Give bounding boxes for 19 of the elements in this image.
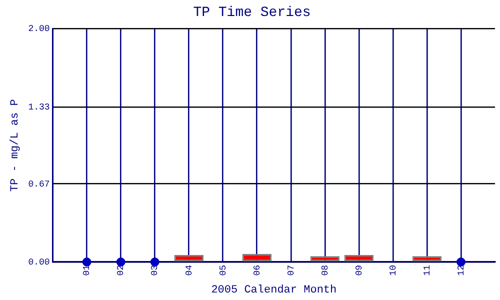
x-axis-title: 2005 Calendar Month xyxy=(211,284,337,296)
y-tick-label: 0.67 xyxy=(28,179,50,190)
x-tick-label: 08 xyxy=(320,265,330,276)
x-tick-label: 12 xyxy=(456,265,466,276)
x-tick-label: 05 xyxy=(218,265,228,276)
y-axis-title: TP - mg/L as P xyxy=(10,98,22,192)
chart-title: TP Time Series xyxy=(193,5,311,22)
x-tick-label: 06 xyxy=(252,265,262,276)
x-tick-label: 11 xyxy=(422,265,432,276)
x-tick-label: 03 xyxy=(150,265,160,276)
x-tick-label: 04 xyxy=(184,265,194,276)
y-tick-label: 2.00 xyxy=(28,24,50,34)
x-tick-label: 07 xyxy=(286,265,296,276)
x-tick-label: 02 xyxy=(116,265,126,276)
x-tick-label: 10 xyxy=(388,265,398,276)
x-tick-label: 01 xyxy=(82,265,92,276)
y-tick-label: 0.00 xyxy=(28,257,50,268)
x-tick-label: 09 xyxy=(354,265,364,276)
y-tick-label: 1.33 xyxy=(28,102,50,112)
